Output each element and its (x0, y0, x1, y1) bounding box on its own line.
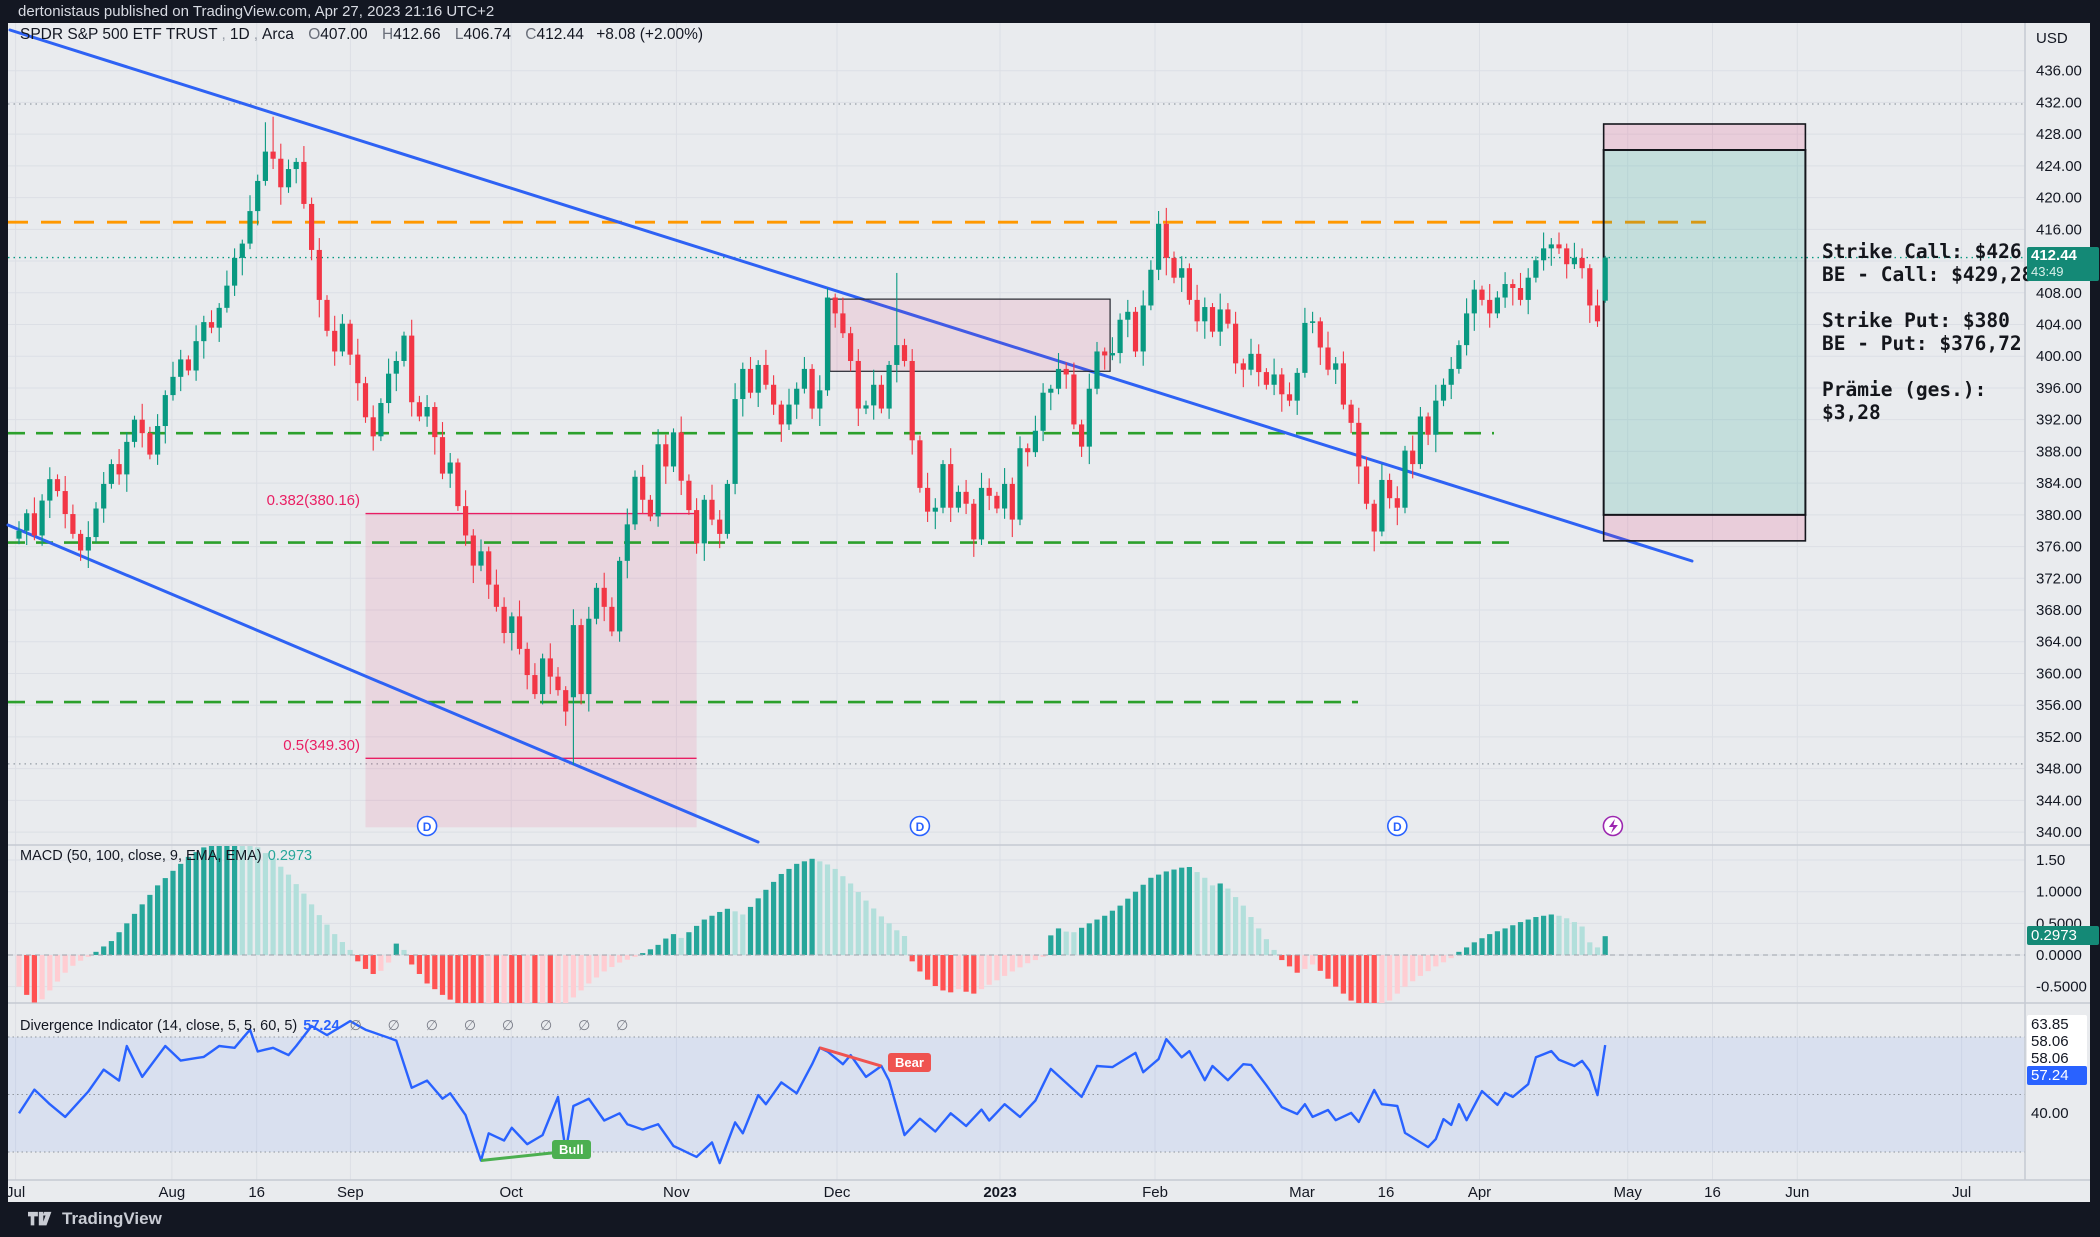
svg-text:D: D (916, 820, 925, 834)
annotation-strike-call: Strike Call: $426 (1822, 240, 2022, 263)
macd-histogram (16, 846, 1608, 1003)
bar-countdown: 43:49 (2031, 264, 2064, 279)
svg-text:396.00: 396.00 (2036, 380, 2082, 397)
annotation-premium-value: $3,28 (1822, 401, 1881, 424)
current-price-chip: 412.44 43:49 (2027, 247, 2099, 281)
div-axis-40-label: 40.00 (2031, 1105, 2069, 1122)
svg-text:392.00: 392.00 (2036, 412, 2082, 429)
svg-text:400.00: 400.00 (2036, 348, 2082, 365)
svg-text:16: 16 (1378, 1184, 1395, 1201)
svg-text:408.00: 408.00 (2036, 285, 2082, 302)
close-label: C (525, 26, 537, 43)
svg-text:348.00: 348.00 (2036, 761, 2082, 778)
div-band-chip-1: 63.85 (2027, 1015, 2087, 1034)
high-label: H (381, 26, 394, 43)
svg-text:Sep: Sep (337, 1184, 364, 1201)
annotation-be-put: BE - Put: $376,72 (1822, 332, 2022, 355)
svg-text:404.00: 404.00 (2036, 316, 2082, 333)
fib-50-label: 0.5(349.30) (283, 737, 360, 754)
publish-bar-text: dertonistaus published on TradingView.co… (18, 3, 495, 20)
divergence-value: 57.24 (303, 1018, 340, 1034)
svg-text:1.0000: 1.0000 (2036, 884, 2082, 901)
svg-text:372.00: 372.00 (2036, 570, 2082, 587)
div-value-chip: 57.24 (2027, 1066, 2087, 1085)
svg-text:Apr: Apr (1468, 1184, 1491, 1201)
bear-divergence-badge[interactable]: Bear (888, 1053, 931, 1072)
svg-text:Nov: Nov (663, 1184, 690, 1201)
interval-label[interactable]: 1D (229, 26, 250, 43)
svg-text:424.00: 424.00 (2036, 158, 2082, 175)
svg-text:356.00: 356.00 (2036, 697, 2082, 714)
svg-text:1.50: 1.50 (2036, 852, 2065, 869)
svg-text:Aug: Aug (159, 1184, 186, 1201)
svg-text:380.00: 380.00 (2036, 507, 2082, 524)
tradingview-logo-icon (28, 1211, 52, 1225)
macd-label: MACD (50, 100, close, 9, EMA, EMA) (20, 848, 262, 864)
divergence-label: Divergence Indicator (14, close, 5, 5, 6… (20, 1018, 298, 1034)
bull-divergence-badge[interactable]: Bull (552, 1140, 591, 1159)
low-label: L (454, 26, 464, 43)
fib-382-label: 0.382(380.16) (266, 492, 360, 509)
svg-text:388.00: 388.00 (2036, 443, 2082, 460)
tradingview-logo[interactable]: TradingView (28, 1209, 162, 1229)
candles (16, 116, 1608, 765)
svg-text:Dec: Dec (824, 1184, 851, 1201)
div-band-chip-3: 58.06 (2027, 1049, 2087, 1068)
svg-text:376.00: 376.00 (2036, 539, 2082, 556)
svg-text:416.00: 416.00 (2036, 221, 2082, 238)
svg-text:436.00: 436.00 (2036, 63, 2082, 80)
high-value: 412.66 (393, 26, 441, 43)
symbol-title: SPDR S&P 500 ETF TRUST (20, 26, 218, 43)
svg-text:0.0000: 0.0000 (2036, 947, 2082, 964)
svg-text:352.00: 352.00 (2036, 729, 2082, 746)
close-value: 412.44 (536, 26, 584, 43)
svg-text:May: May (1614, 1184, 1643, 1201)
svg-text:D: D (1393, 820, 1402, 834)
svg-text:432.00: 432.00 (2036, 94, 2082, 111)
svg-text:USD: USD (2036, 30, 2068, 47)
svg-text:384.00: 384.00 (2036, 475, 2082, 492)
svg-text:-0.5000: -0.5000 (2036, 979, 2087, 996)
svg-text:Feb: Feb (1142, 1184, 1168, 1201)
div-band-chip-2: 58.06 (2027, 1032, 2087, 1051)
current-price-value: 412.44 (2031, 247, 2077, 264)
open-value: 407.00 (320, 26, 368, 43)
open-label: O (308, 26, 321, 43)
svg-text:16: 16 (248, 1184, 265, 1201)
symbol-header[interactable]: SPDR S&P 500 ETF TRUST, 1D, Arca O407.00 H… (20, 26, 704, 43)
svg-text:340.00: 340.00 (2036, 824, 2082, 841)
svg-text:420.00: 420.00 (2036, 190, 2082, 207)
svg-text:Jul: Jul (6, 1184, 25, 1201)
svg-text:344.00: 344.00 (2036, 792, 2082, 809)
annotation-strike-put: Strike Put: $380 (1822, 309, 2010, 332)
svg-text:368.00: 368.00 (2036, 602, 2082, 619)
divergence-empty-set-icons: ∅ ∅ ∅ ∅ ∅ ∅ ∅ ∅ (349, 1017, 640, 1033)
macd-pane-label[interactable]: MACD (50, 100, close, 9, EMA, EMA) 0.2973 (20, 848, 312, 864)
svg-text:428.00: 428.00 (2036, 126, 2082, 143)
svg-text:D: D (423, 820, 432, 834)
svg-text:Mar: Mar (1289, 1184, 1315, 1201)
macd-value-chip: 0.2973 (2027, 926, 2099, 945)
svg-text:360.00: 360.00 (2036, 665, 2082, 682)
low-value: 406.74 (463, 26, 511, 43)
svg-text:Jun: Jun (1785, 1184, 1809, 1201)
svg-text:2023: 2023 (983, 1184, 1016, 1201)
annotation-be-call: BE - Call: $429,28 (1822, 263, 2034, 286)
annotation-premium-label: Prämie (ges.): (1822, 378, 1987, 401)
svg-text:364.00: 364.00 (2036, 634, 2082, 651)
macd-value: 0.2973 (267, 848, 313, 864)
divergence-line (17, 1019, 1607, 1165)
tradingview-brand-text: TradingView (62, 1209, 162, 1228)
exchange-label: Arca (262, 26, 294, 43)
svg-text:16: 16 (1704, 1184, 1721, 1201)
svg-text:Oct: Oct (500, 1184, 524, 1201)
divergence-pane-label[interactable]: Divergence Indicator (14, close, 5, 5, 6… (20, 1017, 639, 1034)
change-value: +8.08 (+2.00%) (596, 26, 704, 43)
svg-text:Jul: Jul (1952, 1184, 1971, 1201)
